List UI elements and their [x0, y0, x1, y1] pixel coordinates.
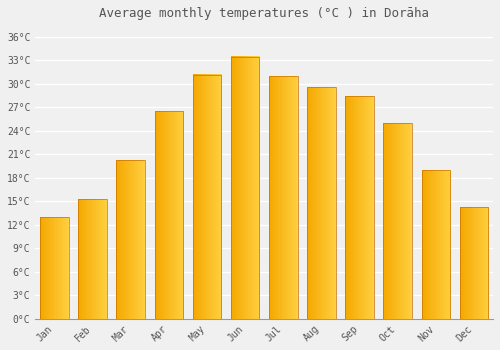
Bar — [231, 57, 260, 318]
Bar — [307, 87, 336, 318]
Bar — [345, 96, 374, 318]
Bar — [269, 76, 298, 318]
Bar — [78, 199, 107, 318]
Bar — [460, 207, 488, 318]
Bar — [384, 123, 412, 318]
Bar — [154, 111, 183, 318]
Bar — [422, 170, 450, 318]
Bar — [192, 75, 222, 318]
Bar — [40, 217, 68, 318]
Title: Average monthly temperatures (°C ) in Dorāha: Average monthly temperatures (°C ) in Do… — [99, 7, 429, 20]
Bar — [116, 160, 145, 318]
